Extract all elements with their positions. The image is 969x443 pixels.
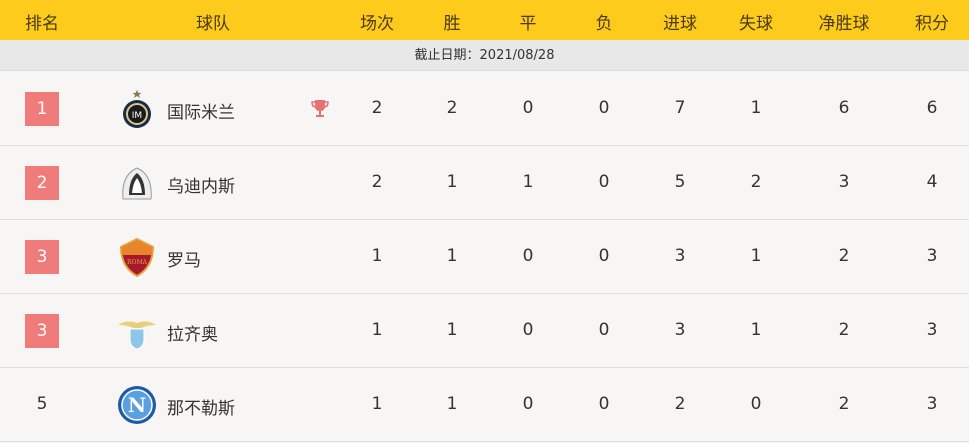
cell-pts: 3 [926,320,938,340]
svg-text:ROMA: ROMA [127,259,148,266]
cell-loss: 0 [598,320,610,340]
team-name[interactable]: 那不勒斯 [167,399,235,419]
svg-text:IM: IM [132,111,142,121]
cell-win: 1 [446,320,458,340]
header-goal-difference: 净胜球 [818,14,870,34]
team-name[interactable]: 国际米兰 [167,103,235,123]
team-name[interactable]: 乌迪内斯 [167,177,235,197]
table-row[interactable]: 5 N 那不勒斯 1 1 0 0 2 0 2 3 [0,368,969,442]
table-row[interactable]: 1 IM 国际米兰 2 2 0 0 7 1 6 6 [0,72,969,146]
cell-draw: 1 [522,172,534,192]
cell-gd: 2 [838,394,850,414]
cell-ga: 2 [750,172,762,192]
cell-played: 1 [371,246,383,266]
header-draw: 平 [519,14,537,34]
cell-gd: 2 [838,246,850,266]
cell-loss: 0 [598,394,610,414]
header-rank: 排名 [25,14,59,34]
inter-logo: IM [117,89,157,129]
table-row[interactable]: 3 拉齐奥 1 1 0 0 3 1 2 3 [0,294,969,368]
cell-gf: 3 [674,246,686,266]
cell-pts: 4 [926,172,938,192]
cell-win: 1 [446,246,458,266]
header-goals-for: 进球 [663,14,697,34]
cell-win: 1 [446,394,458,414]
cell-win: 2 [446,98,458,118]
cell-gf: 7 [674,98,686,118]
cell-gd: 3 [838,172,850,192]
cell-draw: 0 [522,320,534,340]
cell-played: 2 [371,98,383,118]
cell-ga: 0 [750,394,762,414]
cell-ga: 1 [750,246,762,266]
cell-ga: 1 [750,98,762,118]
napoli-logo: N [117,385,157,425]
team-name[interactable]: 罗马 [167,251,201,271]
cell-ga: 1 [750,320,762,340]
table-row[interactable]: 3 ROMA 罗马 1 1 0 0 3 1 2 3 [0,220,969,294]
svg-text:N: N [128,393,146,417]
header-win: 胜 [443,14,461,34]
header-points: 积分 [915,14,949,34]
cutoff-date: 截止日期：2021/08/28 [0,40,969,71]
cell-gf: 3 [674,320,686,340]
header-team: 球队 [196,14,230,34]
rank-badge: 3 [25,314,59,348]
header-loss: 负 [595,14,613,34]
cell-played: 2 [371,172,383,192]
cell-loss: 0 [598,172,610,192]
header-goals-against: 失球 [739,14,773,34]
cell-played: 1 [371,394,383,414]
rank-badge: 1 [25,92,59,126]
cell-loss: 0 [598,98,610,118]
cell-pts: 3 [926,394,938,414]
table-row[interactable]: 2 乌迪内斯 2 1 1 0 5 2 3 4 [0,146,969,220]
table-header: 排名 球队 场次 胜 平 负 进球 失球 净胜球 积分 [0,0,969,40]
team-name[interactable]: 拉齐奥 [167,325,218,345]
cell-gd: 6 [838,98,850,118]
cell-gf: 2 [674,394,686,414]
cell-draw: 0 [522,246,534,266]
cell-played: 1 [371,320,383,340]
cell-draw: 0 [522,98,534,118]
lazio-logo [117,311,157,351]
cell-pts: 6 [926,98,938,118]
cell-pts: 3 [926,246,938,266]
trophy-icon [311,99,329,119]
roma-logo: ROMA [117,237,157,278]
cell-win: 1 [446,172,458,192]
header-played: 场次 [360,14,394,34]
rank-badge: 2 [25,166,59,200]
rank-badge: 3 [25,240,59,274]
rank: 5 [36,394,48,414]
udinese-logo [117,163,157,203]
cell-gd: 2 [838,320,850,340]
cell-loss: 0 [598,246,610,266]
cell-draw: 0 [522,394,534,414]
cell-gf: 5 [674,172,686,192]
